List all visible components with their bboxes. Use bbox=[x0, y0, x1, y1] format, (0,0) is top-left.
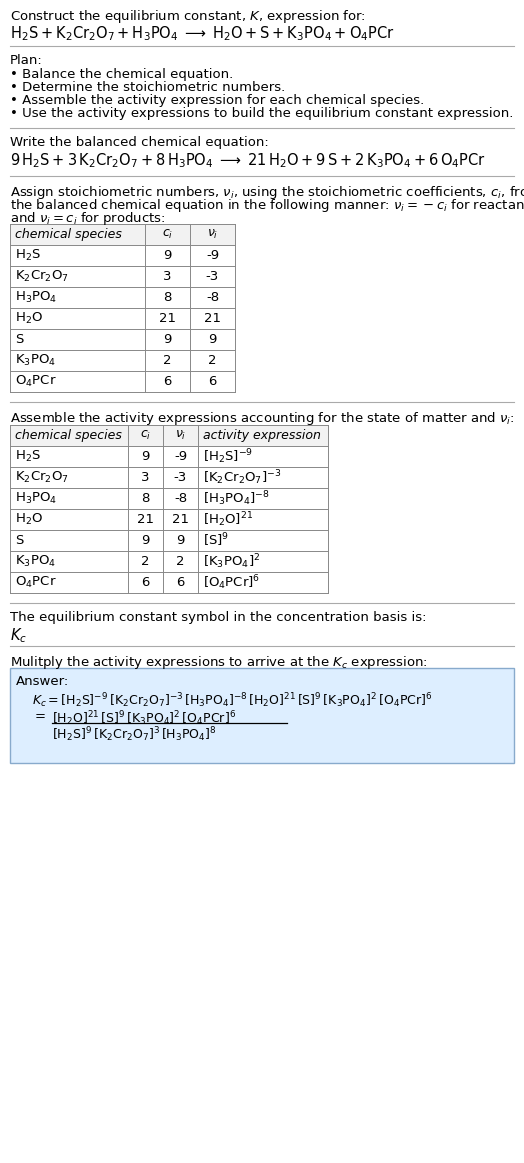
Text: • Balance the chemical equation.: • Balance the chemical equation. bbox=[10, 67, 233, 81]
Text: Plan:: Plan: bbox=[10, 53, 43, 67]
Text: 9: 9 bbox=[141, 534, 150, 547]
Text: -8: -8 bbox=[174, 492, 187, 505]
Text: $c_i$: $c_i$ bbox=[162, 228, 173, 241]
Text: activity expression: activity expression bbox=[203, 429, 321, 442]
Text: Mulitply the activity expressions to arrive at the $K_c$ expression:: Mulitply the activity expressions to arr… bbox=[10, 654, 428, 671]
Text: 6: 6 bbox=[209, 374, 217, 388]
Text: Construct the equilibrium constant, $K$, expression for:: Construct the equilibrium constant, $K$,… bbox=[10, 8, 366, 24]
Text: 6: 6 bbox=[141, 576, 150, 588]
Text: $\nu_i$: $\nu_i$ bbox=[175, 429, 186, 442]
Text: 2: 2 bbox=[176, 555, 185, 568]
Text: 2: 2 bbox=[208, 354, 217, 368]
Text: $[\mathrm{K_3PO_4}]^{2}$: $[\mathrm{K_3PO_4}]^{2}$ bbox=[203, 552, 260, 571]
Text: $[\mathrm{H_2S}]^{-9}$: $[\mathrm{H_2S}]^{-9}$ bbox=[203, 447, 253, 466]
Text: • Use the activity expressions to build the equilibrium constant expression.: • Use the activity expressions to build … bbox=[10, 107, 514, 120]
Text: $\mathrm{H_2S + K_2Cr_2O_7 + H_3PO_4 \;\longrightarrow\; H_2O + S + K_3PO_4 + O_: $\mathrm{H_2S + K_2Cr_2O_7 + H_3PO_4 \;\… bbox=[10, 24, 395, 43]
Text: $\mathrm{K_2Cr_2O_7}$: $\mathrm{K_2Cr_2O_7}$ bbox=[15, 269, 69, 284]
Text: Answer:: Answer: bbox=[16, 675, 69, 688]
Text: Assemble the activity expressions accounting for the state of matter and $\nu_i$: Assemble the activity expressions accoun… bbox=[10, 411, 515, 427]
Text: 9: 9 bbox=[163, 333, 172, 347]
Text: 6: 6 bbox=[176, 576, 184, 588]
FancyBboxPatch shape bbox=[10, 668, 514, 763]
Text: $=$: $=$ bbox=[32, 708, 46, 721]
Text: $[\mathrm{S}]^{9}$: $[\mathrm{S}]^{9}$ bbox=[203, 531, 229, 549]
Text: $K_c$: $K_c$ bbox=[10, 626, 27, 644]
Text: 8: 8 bbox=[163, 291, 172, 304]
Text: 2: 2 bbox=[163, 354, 172, 368]
Text: 3: 3 bbox=[141, 471, 150, 484]
Text: $\mathrm{H_2O}$: $\mathrm{H_2O}$ bbox=[15, 311, 43, 326]
Text: and $\nu_i = c_i$ for products:: and $\nu_i = c_i$ for products: bbox=[10, 211, 166, 227]
Text: 6: 6 bbox=[163, 374, 172, 388]
Text: 9: 9 bbox=[141, 450, 150, 463]
Bar bbox=[10, 424, 328, 445]
Text: chemical species: chemical species bbox=[15, 429, 122, 442]
Text: S: S bbox=[15, 333, 24, 347]
Text: The equilibrium constant symbol in the concentration basis is:: The equilibrium constant symbol in the c… bbox=[10, 611, 427, 625]
Text: 8: 8 bbox=[141, 492, 150, 505]
Text: $\mathrm{9\,H_2S + 3\,K_2Cr_2O_7 + 8\,H_3PO_4 \;\longrightarrow\; 21\,H_2O + 9\,: $\mathrm{9\,H_2S + 3\,K_2Cr_2O_7 + 8\,H_… bbox=[10, 151, 486, 170]
Text: $[\mathrm{H_2O}]^{21}$: $[\mathrm{H_2O}]^{21}$ bbox=[203, 511, 253, 529]
Text: 3: 3 bbox=[163, 270, 172, 283]
Text: -9: -9 bbox=[174, 450, 187, 463]
Text: 21: 21 bbox=[172, 513, 189, 526]
Text: $[\mathrm{H_3PO_4}]^{-8}$: $[\mathrm{H_3PO_4}]^{-8}$ bbox=[203, 490, 270, 508]
Text: 2: 2 bbox=[141, 555, 150, 568]
Text: $\mathrm{K_3PO_4}$: $\mathrm{K_3PO_4}$ bbox=[15, 554, 56, 569]
Text: $[\mathrm{H_2O}]^{21}\,[\mathrm{S}]^{9}\,[\mathrm{K_3PO_4}]^{2}\,[\mathrm{O_4PCr: $[\mathrm{H_2O}]^{21}\,[\mathrm{S}]^{9}\… bbox=[52, 709, 236, 728]
Text: -3: -3 bbox=[206, 270, 219, 283]
Text: the balanced chemical equation in the following manner: $\nu_i = -c_i$ for react: the balanced chemical equation in the fo… bbox=[10, 197, 524, 214]
Text: 9: 9 bbox=[163, 249, 172, 262]
Text: $\mathrm{K_3PO_4}$: $\mathrm{K_3PO_4}$ bbox=[15, 352, 56, 368]
Text: 21: 21 bbox=[137, 513, 154, 526]
Text: • Assemble the activity expression for each chemical species.: • Assemble the activity expression for e… bbox=[10, 94, 424, 107]
Text: Write the balanced chemical equation:: Write the balanced chemical equation: bbox=[10, 136, 269, 149]
Text: Assign stoichiometric numbers, $\nu_i$, using the stoichiometric coefficients, $: Assign stoichiometric numbers, $\nu_i$, … bbox=[10, 184, 524, 201]
Text: $c_i$: $c_i$ bbox=[140, 429, 151, 442]
Text: $\mathrm{H_3PO_4}$: $\mathrm{H_3PO_4}$ bbox=[15, 491, 57, 506]
Text: -9: -9 bbox=[206, 249, 219, 262]
Text: • Determine the stoichiometric numbers.: • Determine the stoichiometric numbers. bbox=[10, 81, 285, 94]
Bar bbox=[10, 224, 235, 245]
Text: $\mathrm{H_2S}$: $\mathrm{H_2S}$ bbox=[15, 248, 41, 263]
Text: 9: 9 bbox=[209, 333, 217, 347]
Text: $\mathrm{H_2S}$: $\mathrm{H_2S}$ bbox=[15, 449, 41, 464]
Text: 9: 9 bbox=[176, 534, 184, 547]
Text: 21: 21 bbox=[204, 312, 221, 324]
Text: $\nu_i$: $\nu_i$ bbox=[207, 228, 218, 241]
Text: $\mathrm{H_3PO_4}$: $\mathrm{H_3PO_4}$ bbox=[15, 290, 57, 305]
Text: $[\mathrm{O_4PCr}]^{6}$: $[\mathrm{O_4PCr}]^{6}$ bbox=[203, 573, 260, 592]
Text: $[\mathrm{H_2S}]^{9}\,[\mathrm{K_2Cr_2O_7}]^{3}\,[\mathrm{H_3PO_4}]^{8}$: $[\mathrm{H_2S}]^{9}\,[\mathrm{K_2Cr_2O_… bbox=[52, 725, 217, 743]
Text: $K_c = [\mathrm{H_2S}]^{-9}\,[\mathrm{K_2Cr_2O_7}]^{-3}\,[\mathrm{H_3PO_4}]^{-8}: $K_c = [\mathrm{H_2S}]^{-9}\,[\mathrm{K_… bbox=[32, 691, 432, 709]
Text: 21: 21 bbox=[159, 312, 176, 324]
Text: $\mathrm{O_4PCr}$: $\mathrm{O_4PCr}$ bbox=[15, 575, 57, 590]
Text: $[\mathrm{K_2Cr_2O_7}]^{-3}$: $[\mathrm{K_2Cr_2O_7}]^{-3}$ bbox=[203, 469, 281, 487]
Text: S: S bbox=[15, 534, 24, 547]
Text: $\mathrm{K_2Cr_2O_7}$: $\mathrm{K_2Cr_2O_7}$ bbox=[15, 470, 69, 485]
Text: $\mathrm{H_2O}$: $\mathrm{H_2O}$ bbox=[15, 512, 43, 527]
Text: $\mathrm{O_4PCr}$: $\mathrm{O_4PCr}$ bbox=[15, 374, 57, 390]
Text: -3: -3 bbox=[174, 471, 187, 484]
Text: chemical species: chemical species bbox=[15, 228, 122, 241]
Text: -8: -8 bbox=[206, 291, 219, 304]
